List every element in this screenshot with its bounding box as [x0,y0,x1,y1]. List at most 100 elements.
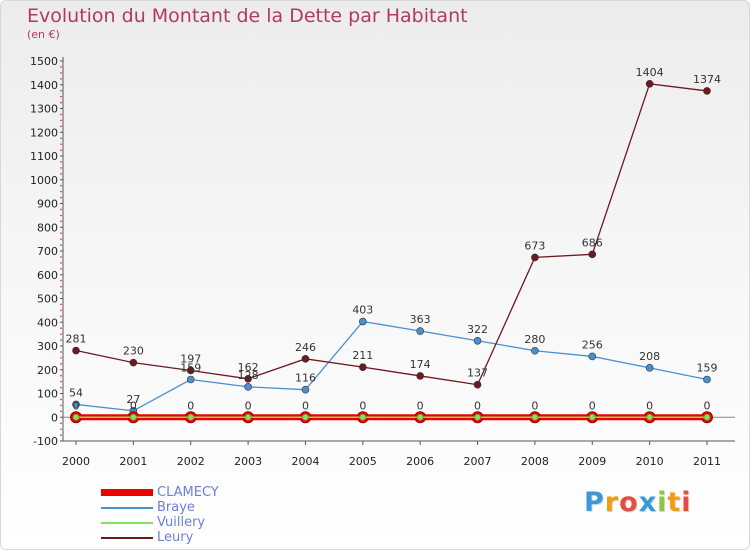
data-label-clamecy: 0 [646,399,653,412]
x-tick-label: 2008 [521,455,549,468]
data-point-braye [703,375,711,384]
data-label-leury: 673 [524,239,545,252]
logo-letter: t [667,487,682,518]
y-minor-tick [60,89,62,92]
y-tick-label: 500 [37,293,58,306]
y-minor-tick [60,119,62,122]
data-label-braye: 159 [697,361,718,374]
y-minor-tick [60,398,62,401]
y-minor-tick [60,327,62,329]
y-minor-tick [60,173,62,175]
y-minor-tick [60,363,62,365]
y-tick-label: 900 [37,198,58,211]
y-minor-tick [60,285,62,288]
legend-swatch [101,536,153,539]
y-tick-label: 1200 [30,126,58,139]
y-tick-label: 1400 [30,79,58,92]
y-minor-tick [60,410,62,413]
logo-letter: i [657,487,668,518]
legend-swatch [101,489,153,496]
x-tick-label: 2003 [234,455,262,468]
y-minor-tick [60,434,62,436]
data-point-braye [359,317,367,326]
y-tick-label: 1500 [30,55,58,68]
data-label-braye: 256 [582,338,603,351]
y-minor-tick [60,161,62,163]
data-point-vuillery [588,413,596,421]
y-tick-label: 700 [37,245,58,258]
series-line-leury [75,83,708,386]
y-minor-tick [60,95,62,98]
data-label-braye: 159 [180,361,201,374]
y-tick-label: 0 [51,411,58,424]
data-label-leury: 1374 [693,73,721,86]
data-label-clamecy: 0 [589,399,596,412]
y-minor-tick [60,167,62,169]
chart-title: Evolution du Montant de la Dette par Hab… [27,5,468,27]
y-minor-tick [60,256,62,258]
y-minor-tick [60,309,62,312]
logo-letter: r [604,487,620,518]
y-minor-tick [60,125,62,128]
data-label-leury: 281 [66,333,87,346]
data-label-clamecy: 0 [474,399,481,412]
y-tick-label: 1000 [30,174,58,187]
y-minor-tick [60,315,62,318]
data-label-braye: 363 [410,313,431,326]
data-point-leury [301,355,310,363]
y-minor-tick [60,374,62,377]
data-label-leury: 230 [123,345,144,358]
data-point-leury [416,372,424,380]
data-label-braye: 128 [238,369,259,382]
data-point-vuillery [302,413,309,421]
data-point-braye [588,352,597,361]
y-minor-tick [60,428,62,430]
y-minor-tick [60,279,62,282]
data-point-braye [645,364,654,372]
data-label-braye: 54 [69,386,83,399]
data-point-braye [473,336,482,345]
y-tick-label: 800 [37,221,58,234]
legend-swatch [101,521,153,524]
y-tick-label: 600 [37,269,58,282]
legend-swatch [101,506,153,509]
y-minor-tick [60,232,62,234]
series-line-braye [75,320,708,412]
y-minor-tick [60,208,62,211]
logo-letter: x [638,487,658,518]
data-label-braye: 27 [126,393,140,406]
data-point-vuillery [359,413,367,421]
data-label-clamecy: 0 [531,399,538,412]
y-tick-label: 200 [37,364,58,377]
data-label-clamecy: 0 [302,399,309,412]
data-point-vuillery [187,413,195,421]
x-tick-label: 2001 [119,455,147,468]
y-tick-label: 1300 [30,103,58,116]
y-tick-label: 300 [37,340,58,353]
proxiti-logo: Proxiti [584,487,692,518]
y-minor-tick [60,291,62,294]
y-minor-tick [60,333,62,335]
y-minor-tick [60,357,62,359]
y-minor-tick [60,190,62,193]
data-label-leury: 1404 [636,66,664,79]
data-point-vuillery [474,413,481,421]
data-point-leury [473,380,482,389]
y-tick-label: 100 [37,388,58,401]
legend-label: Braye [157,500,195,515]
data-point-leury [703,87,711,95]
legend-label: CLAMECY [157,485,219,500]
y-minor-tick [60,196,62,199]
data-point-vuillery [531,413,539,421]
y-tick-label: 1100 [30,150,58,163]
data-label-braye: 403 [352,304,373,317]
data-label-leury: 211 [352,349,373,362]
x-tick-label: 2000 [62,455,90,468]
legend-label: Vuillery [157,515,206,530]
data-label-leury: 197 [180,352,201,365]
data-point-braye [416,327,424,335]
y-minor-tick [60,143,62,145]
y-minor-tick [60,339,62,341]
data-point-leury [244,374,252,383]
data-point-vuillery [703,413,711,421]
